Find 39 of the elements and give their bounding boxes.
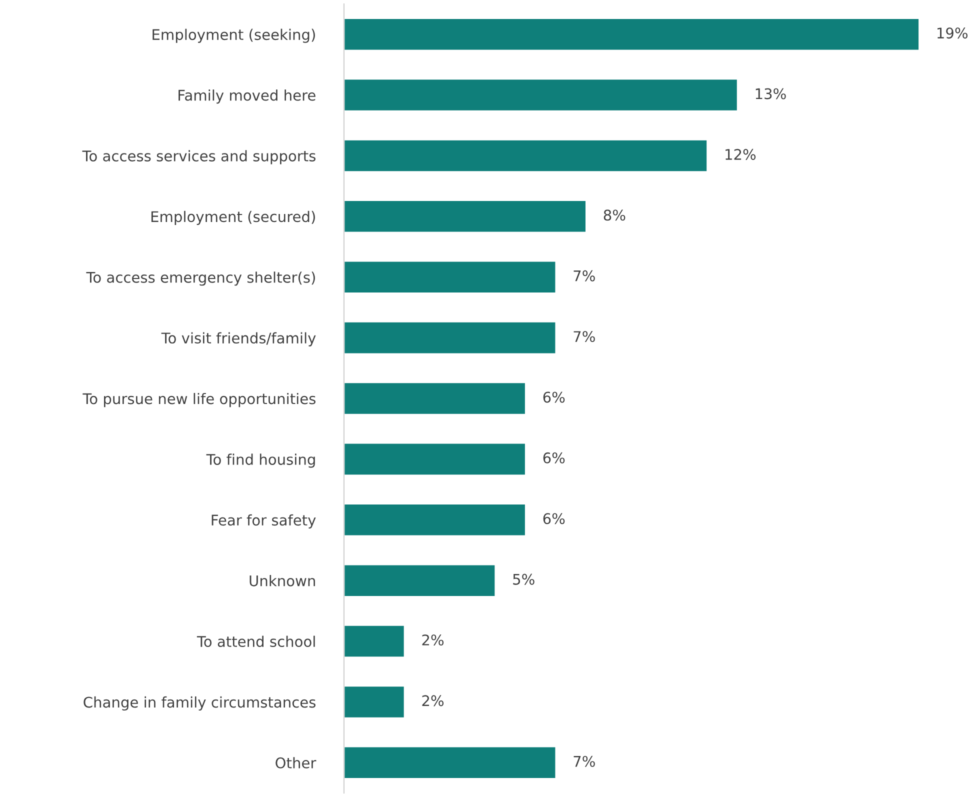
data-label: 6% bbox=[543, 452, 565, 464]
y-tick-label: To find housing bbox=[206, 454, 315, 468]
data-label: 6% bbox=[543, 513, 565, 524]
data-label: 5% bbox=[513, 574, 534, 585]
y-tick-label: Change in family circumstances bbox=[84, 696, 316, 711]
bar bbox=[343, 321, 557, 355]
data-label: 12% bbox=[726, 148, 756, 160]
data-label: 6% bbox=[543, 392, 565, 403]
y-tick-label: To access emergency shelter(s) bbox=[86, 272, 315, 286]
y-tick-label: Family moved here bbox=[178, 89, 316, 104]
data-label: 7% bbox=[574, 331, 595, 342]
y-tick-label: Unknown bbox=[250, 575, 315, 586]
data-label: 7% bbox=[574, 270, 595, 282]
bar bbox=[343, 200, 587, 234]
y-tick-label: Employment (secured) bbox=[151, 210, 315, 225]
bar bbox=[343, 685, 406, 719]
bar bbox=[343, 503, 526, 537]
bar bbox=[343, 746, 557, 780]
data-label: 7% bbox=[574, 756, 595, 767]
data-label: 2% bbox=[422, 634, 444, 646]
y-tick-label: Fear for safety bbox=[212, 514, 316, 528]
data-label: 2% bbox=[422, 695, 444, 706]
y-tick-label: To attend school bbox=[196, 636, 315, 648]
data-label: 19% bbox=[938, 28, 968, 39]
y-tick-label: To visit friends/family bbox=[161, 332, 316, 346]
y-tick-label: To pursue new life opportunities bbox=[82, 392, 316, 408]
y-tick-label: To access services and supports bbox=[82, 150, 316, 164]
y-tick-label: Employment (seeking) bbox=[152, 28, 315, 43]
bar bbox=[343, 442, 526, 476]
data-label: 13% bbox=[756, 88, 786, 100]
bar bbox=[343, 382, 526, 416]
bar bbox=[343, 18, 920, 52]
data-label: 8% bbox=[604, 210, 626, 221]
bar bbox=[343, 564, 496, 598]
bar bbox=[343, 624, 406, 658]
bar bbox=[343, 78, 738, 112]
bar bbox=[343, 138, 708, 172]
bar bbox=[343, 260, 557, 294]
y-tick-label: Other bbox=[276, 757, 316, 768]
